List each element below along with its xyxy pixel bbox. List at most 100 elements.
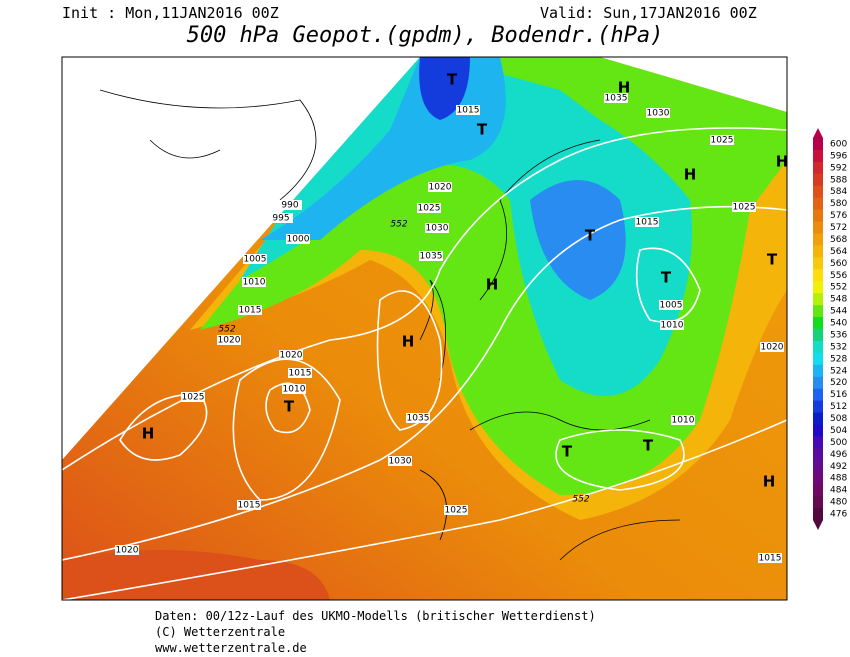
pressure-center: H [684,166,697,184]
pressure-label: 1025 [418,204,441,214]
pressure-label-bg [732,202,756,212]
pressure-center: H [618,79,631,97]
isobar [62,419,787,600]
colorbar-swatch [813,508,823,521]
pressure-label-bg [758,553,782,563]
colorbar-swatch [813,245,823,258]
pressure-label-bg [243,254,267,264]
colorbar-label: 512 [830,402,847,412]
colorbar-label: 524 [830,366,847,376]
pressure-label-bg [635,217,659,227]
colorbar-label: 556 [830,271,847,281]
no-data-west [62,57,420,460]
colorbar-label: 568 [830,235,847,245]
coastline [99,89,681,561]
pressure-label: 1015 [759,554,782,564]
pressure-label: 1015 [289,369,312,379]
colorbar-swatch [813,185,823,199]
height-label: 552 [572,495,589,505]
pressure-center: H [486,276,499,294]
isobar [62,127,787,471]
colorbar-label: 528 [830,354,847,364]
pressure-label: 1010 [661,321,684,331]
colorbar-swatch [813,293,823,306]
colorbar-swatch [813,138,823,151]
pressure-label: 1030 [647,109,670,119]
pressure-label-bg [428,182,452,192]
cyan-field [240,57,692,396]
colorbar-swatch [813,376,823,390]
pressure-label: 1020 [116,546,139,556]
footer-source: Daten: 00/12z-Lauf des UKMO-Modells (bri… [155,609,596,623]
colorbar-label: 532 [830,342,847,352]
map-title: 500 hPa Geopot.(gpdm), Bodendr.(hPa) [187,23,664,48]
pressure-label-bg [417,203,441,213]
colorbar-swatch [813,424,823,437]
colorbar-swatch [813,484,823,497]
pressure-center: H [776,153,789,171]
pressure-center: T [643,437,654,455]
colorbar-swatch [813,317,823,330]
pressure-label-bg [456,105,480,115]
pressure-label: 995 [272,214,289,224]
pressure-label-bg [444,505,468,515]
colorbar-swatch [813,233,823,246]
colorbar-swatch [813,412,823,425]
colorbar-label: 592 [830,163,847,173]
pressure-label: 1010 [672,416,695,426]
colorbar-swatch [813,269,823,282]
colorbar-label: 548 [830,295,847,305]
colorbar-swatch [813,388,823,402]
pressure-label-bg [269,213,293,223]
pressure-label: 1015 [457,106,480,116]
pressure-label-bg [760,342,784,352]
pressure-label-bg [419,251,443,261]
colorbar-swatch [813,364,823,378]
map-labels: 1015 1035 1030 1025 1020 1025 1030 1035 1025 1015… [115,71,789,564]
colorbar-label: 500 [830,438,847,448]
colorbar-label: 504 [830,426,847,436]
blue-low [530,180,626,300]
colorbar-swatch [813,209,823,223]
pressure-label: 1005 [244,255,267,265]
pressure-label-bg [406,413,430,423]
pressure-label: 1025 [182,393,205,403]
pressure-center: T [284,398,295,416]
pressure-label: 1025 [711,136,734,146]
pressure-label: 1030 [426,224,449,234]
colorbar-label: 496 [830,450,847,460]
footer-copyright: (C) Wetterzentrale [155,625,285,639]
warm-core [62,550,330,600]
pressure-label-bg [660,320,684,330]
pressure-label-bg [282,384,306,394]
colorbar-swatch [813,173,823,187]
pressure-label: 1015 [238,501,261,511]
pressure-center: H [402,333,415,351]
pressure-label-bg [286,234,310,244]
colorbar-label: 580 [830,199,847,209]
height-label: 552 [218,325,235,335]
colorbar-swatch [813,400,823,414]
isobar [635,247,701,323]
pressure-label-bg [646,108,670,118]
pressure-label: 1025 [445,506,468,516]
colorbar-swatch [813,281,823,294]
pressure-label: 1035 [407,414,430,424]
pressure-label-bg [279,350,303,360]
colorbar-swatch [813,197,823,211]
colorbar-label: 516 [830,390,847,400]
colorbar-label: 476 [830,510,847,520]
colorbar-swatch [813,149,823,163]
pressure-label: 1020 [429,183,452,193]
pressure-label: 1010 [283,385,306,395]
colorbar-label: 600 [830,139,847,149]
isobar [555,429,685,491]
colorbar-swatch [813,352,823,366]
colorbar-label: 536 [830,330,847,340]
colorbar-label: 584 [830,187,847,197]
colorbar-swatch [813,340,823,354]
colorbar-swatch [813,161,823,175]
pressure-label: 1015 [636,218,659,228]
no-data-east [600,57,787,112]
